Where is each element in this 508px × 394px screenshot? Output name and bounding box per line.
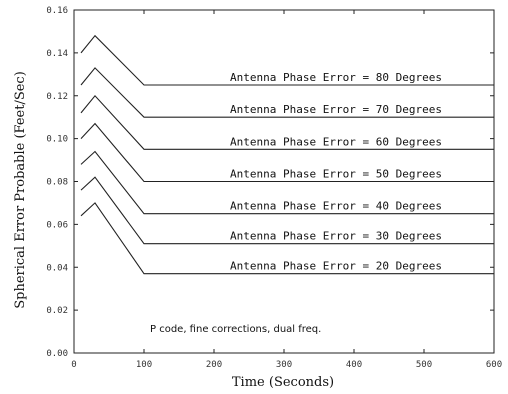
- x-tick-label: 400: [346, 360, 362, 370]
- series-label: Antenna Phase Error = 20 Degrees: [230, 260, 442, 273]
- y-tick-label: 0.06: [46, 220, 68, 230]
- y-axis-ticks: 0.00 0.02 0.04 0.06 0.08 0.10 0.12 0.14 0.16: [46, 6, 494, 359]
- x-tick-label: 200: [206, 360, 222, 370]
- y-axis-title: Spherical Error Probable (Feet/Sec): [13, 71, 28, 309]
- x-tick-label: 500: [416, 360, 432, 370]
- series-line: [80, 34, 494, 86]
- series-label: Antenna Phase Error = 40 Degrees: [230, 200, 442, 213]
- y-tick-label: 0.14: [46, 49, 68, 59]
- y-tick-label: 0.00: [46, 349, 68, 359]
- series-label: Antenna Phase Error = 70 Degrees: [230, 103, 442, 116]
- x-tick-label: 600: [486, 360, 502, 370]
- series-line: [80, 122, 494, 183]
- x-tick-label: 0: [71, 360, 76, 370]
- series-line: [80, 176, 494, 245]
- x-tick-label: 100: [136, 360, 152, 370]
- series-label: Antenna Phase Error = 60 Degrees: [230, 135, 442, 148]
- series-line: [80, 150, 494, 215]
- series-labels: Antenna Phase Error = 80 Degrees Antenna …: [230, 71, 442, 273]
- y-tick-label: 0.08: [46, 178, 68, 188]
- y-tick-label: 0.02: [46, 306, 68, 316]
- y-tick-label: 0.12: [46, 92, 68, 102]
- y-tick-label: 0.16: [46, 6, 68, 16]
- series-label: Antenna Phase Error = 80 Degrees: [230, 71, 442, 84]
- series-line: [80, 202, 494, 275]
- y-tick-label: 0.04: [46, 263, 68, 273]
- series-label: Antenna Phase Error = 30 Degrees: [230, 230, 442, 243]
- x-axis-title: Time (Seconds): [232, 375, 334, 390]
- series-label: Antenna Phase Error = 50 Degrees: [230, 168, 442, 181]
- y-tick-label: 0.10: [46, 135, 68, 145]
- series-lines: [80, 34, 494, 275]
- chart-note: P code, fine corrections, dual freq.: [150, 324, 321, 335]
- series-line: [80, 94, 494, 150]
- x-tick-label: 300: [276, 360, 292, 370]
- x-axis-ticks: 0 100 200 300 400 500 600: [71, 10, 502, 370]
- series-line: [80, 67, 494, 118]
